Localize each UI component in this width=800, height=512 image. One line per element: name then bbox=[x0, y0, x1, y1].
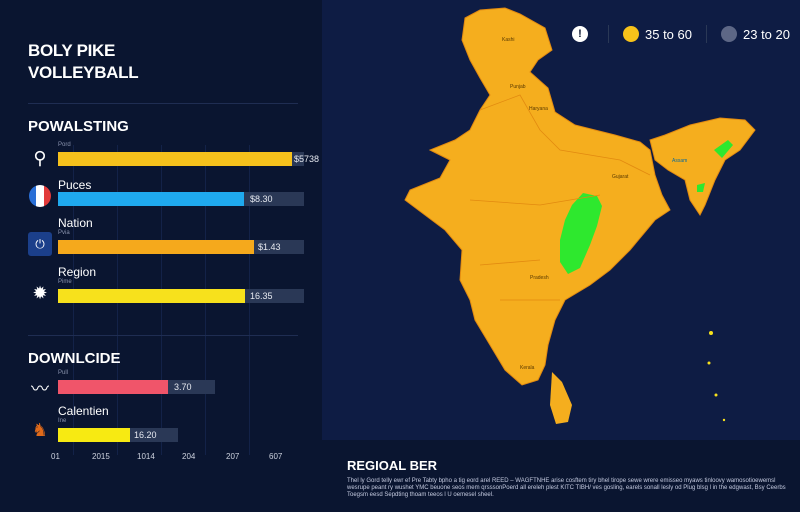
bar bbox=[58, 240, 254, 254]
divider bbox=[28, 335, 298, 336]
axis-tick: 207 bbox=[226, 452, 240, 461]
runner-icon: ⚲ bbox=[33, 147, 47, 168]
legend-label-high: 35 to 60 bbox=[645, 26, 692, 42]
page-title: BOLY PIKE VOLLEYBALL bbox=[28, 41, 139, 82]
axis-tick: 1014 bbox=[137, 452, 155, 461]
bar bbox=[58, 192, 244, 206]
bar bbox=[58, 152, 292, 166]
legend-swatch-low bbox=[721, 26, 737, 42]
playstation-icon: ⏻ bbox=[28, 232, 52, 256]
stat-row[interactable]: ✹ Region Pime 16.35 bbox=[28, 263, 308, 307]
regional-description: Thel ly Gord telly ewr ef Pre Tabty bpho… bbox=[347, 478, 786, 498]
axis-tick: 204 bbox=[182, 452, 196, 461]
mascot-icon: ♞ bbox=[31, 419, 49, 440]
india-map[interactable] bbox=[322, 0, 800, 440]
stat-row[interactable]: ⚲ Pord $5738 bbox=[28, 140, 319, 184]
section-heading: DOWNLCIDE bbox=[28, 350, 121, 367]
france-flag-icon bbox=[28, 184, 52, 208]
bar bbox=[58, 380, 168, 394]
stats-panel: BOLY PIKE VOLLEYBALL POWALSTING ⚲ Pord $… bbox=[0, 0, 322, 512]
wave-icon: 〰 bbox=[31, 379, 49, 399]
axis-tick: 01 bbox=[51, 452, 60, 461]
bar bbox=[58, 289, 245, 303]
bar bbox=[58, 428, 130, 442]
axis-tick: 2015 bbox=[92, 452, 110, 461]
legend-label-low: 23 to 20 bbox=[743, 26, 790, 42]
stat-row[interactable]: ♞ Calentien Ine 16.20 bbox=[28, 404, 308, 448]
divider bbox=[28, 103, 298, 104]
regional-title: REGIOAL BER bbox=[347, 458, 438, 473]
section-heading: POWALSTING bbox=[28, 118, 129, 135]
map-panel: Kashi Punjab Haryana Gujarat Pradesh Ker… bbox=[322, 0, 800, 440]
stat-row[interactable]: Puces $8.30 bbox=[28, 176, 308, 220]
gear-icon: ✹ bbox=[32, 282, 48, 303]
axis-tick: 607 bbox=[269, 452, 283, 461]
stat-row[interactable]: 〰 Pull 3.70 bbox=[28, 370, 308, 414]
stat-row[interactable]: ⏻ Nation Pvia $1.43 bbox=[28, 214, 308, 258]
regional-panel bbox=[322, 440, 800, 512]
legend-swatch-high bbox=[623, 26, 639, 42]
legend: ! 35 to 60 23 to 20 bbox=[572, 24, 790, 44]
info-icon[interactable]: ! bbox=[572, 26, 588, 42]
